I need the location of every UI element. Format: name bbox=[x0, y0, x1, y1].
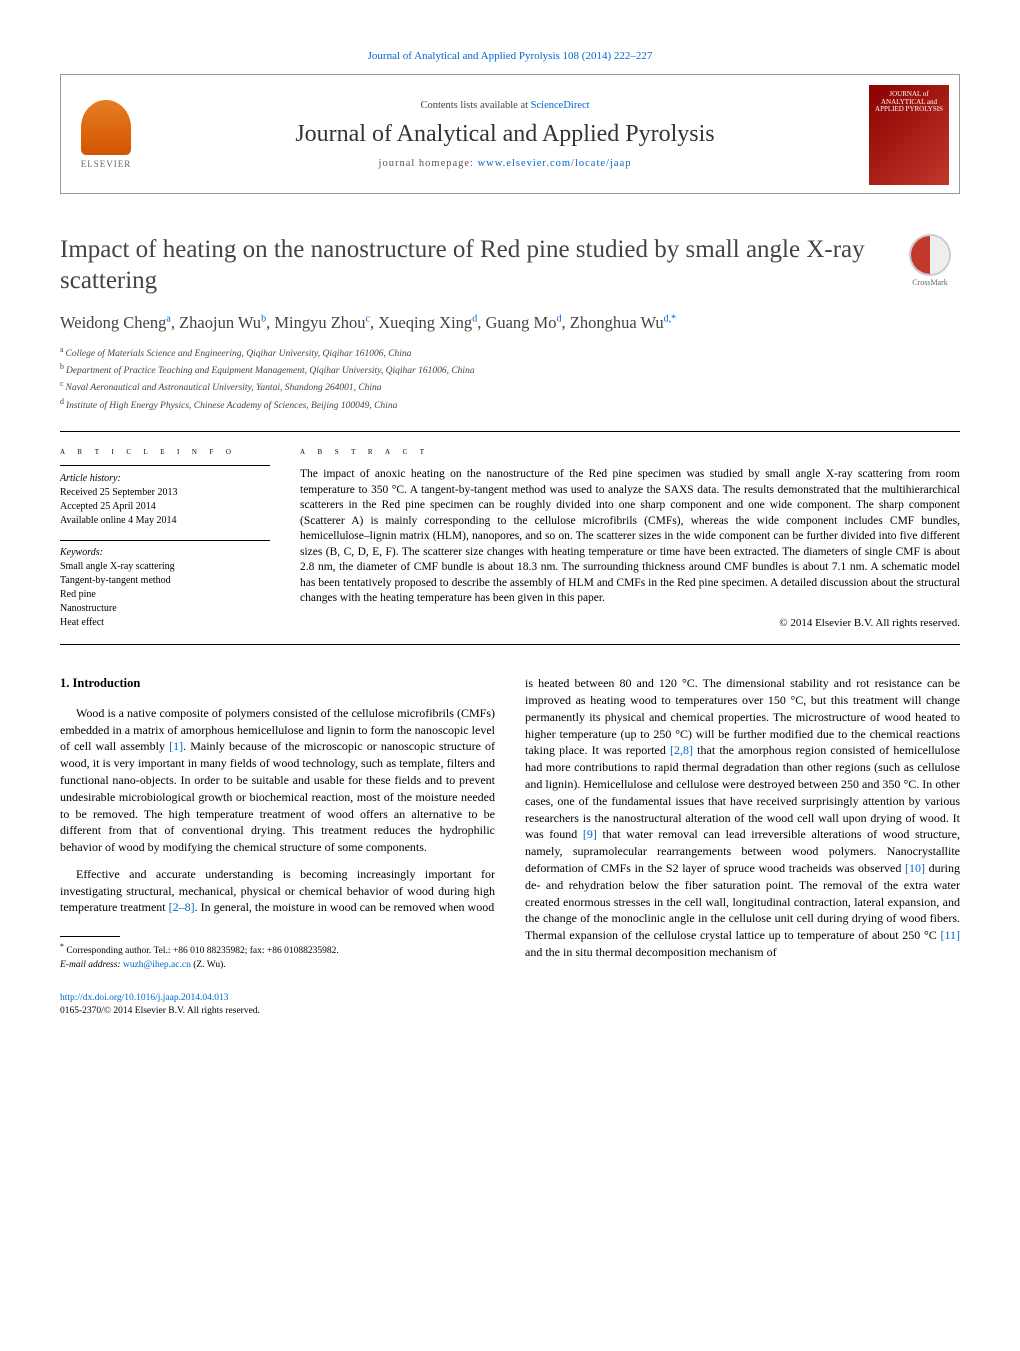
author: Zhonghua Wu bbox=[570, 313, 664, 332]
issn-copyright: 0165-2370/© 2014 Elsevier B.V. All right… bbox=[60, 1005, 960, 1018]
keyword: Heat effect bbox=[60, 616, 270, 630]
affiliation: b Department of Practice Teaching and Eq… bbox=[60, 361, 960, 378]
received-date: Received 25 September 2013 bbox=[60, 486, 270, 500]
section-number: 1. bbox=[60, 676, 69, 690]
keyword: Tangent-by-tangent method bbox=[60, 574, 270, 588]
journal-header: ELSEVIER Contents lists available at Sci… bbox=[60, 74, 960, 194]
author: Xueqing Xing bbox=[378, 313, 472, 332]
author: Weidong Cheng bbox=[60, 313, 166, 332]
contents-lists: Contents lists available at ScienceDirec… bbox=[420, 100, 589, 111]
journal-cover: JOURNAL of ANALYTICAL and APPLIED PYROLY… bbox=[869, 85, 949, 185]
section-title: Introduction bbox=[73, 676, 141, 690]
journal-homepage: journal homepage: www.elsevier.com/locat… bbox=[379, 158, 632, 169]
corresponding-author: Corresponding author. Tel.: +86 010 8823… bbox=[66, 946, 338, 956]
journal-cover-text: JOURNAL of ANALYTICAL and APPLIED PYROLY… bbox=[875, 91, 943, 114]
article-info: a r t i c l e i n f o Article history: R… bbox=[60, 446, 270, 630]
affiliation: c Naval Aeronautical and Astronautical U… bbox=[60, 378, 960, 395]
citation-ref[interactable]: [2,8] bbox=[670, 743, 693, 757]
crossmark-label: CrossMark bbox=[912, 278, 948, 287]
elsevier-tree-icon bbox=[81, 100, 131, 155]
elsevier-logo: ELSEVIER bbox=[61, 75, 151, 193]
journal-reference: Journal of Analytical and Applied Pyroly… bbox=[60, 50, 960, 62]
author: Zhaojun Wu bbox=[179, 313, 261, 332]
crossmark-badge[interactable]: CrossMark bbox=[900, 234, 960, 287]
column-left: 1. Introduction Wood is a native composi… bbox=[60, 675, 495, 972]
article-info-heading: a r t i c l e i n f o bbox=[60, 446, 270, 457]
header-center: Contents lists available at ScienceDirec… bbox=[151, 75, 859, 193]
author: Mingyu Zhou bbox=[274, 313, 365, 332]
email-name: (Z. Wu). bbox=[193, 960, 225, 970]
keywords-list: Small angle X-ray scatteringTangent-by-t… bbox=[60, 560, 270, 630]
divider bbox=[60, 540, 270, 541]
affiliation: a College of Materials Science and Engin… bbox=[60, 344, 960, 361]
section-heading: 1. Introduction bbox=[60, 675, 495, 693]
page-footer: http://dx.doi.org/10.1016/j.jaap.2014.04… bbox=[60, 992, 960, 1019]
copyright: © 2014 Elsevier B.V. All rights reserved… bbox=[300, 617, 960, 629]
author-affil-sup: d bbox=[472, 313, 477, 324]
homepage-link[interactable]: www.elsevier.com/locate/jaap bbox=[478, 158, 632, 169]
keyword: Nanostructure bbox=[60, 602, 270, 616]
divider bbox=[60, 431, 960, 432]
affiliation: d Institute of High Energy Physics, Chin… bbox=[60, 396, 960, 413]
author: Guang Mo bbox=[485, 313, 556, 332]
citation-ref[interactable]: [11] bbox=[940, 928, 960, 942]
citation-ref[interactable]: [1] bbox=[169, 739, 183, 753]
citation-ref[interactable]: [2–8] bbox=[169, 900, 195, 914]
citation-ref[interactable]: [9] bbox=[583, 827, 597, 841]
abstract: a b s t r a c t The impact of anoxic hea… bbox=[300, 446, 960, 630]
history-label: Article history: bbox=[60, 472, 270, 486]
corresponding-footnote: * Corresponding author. Tel.: +86 010 88… bbox=[60, 941, 495, 972]
paragraph: Wood is a native composite of polymers c… bbox=[60, 705, 495, 856]
abstract-text: The impact of anoxic heating on the nano… bbox=[300, 467, 960, 607]
online-date: Available online 4 May 2014 bbox=[60, 514, 270, 528]
sciencedirect-link[interactable]: ScienceDirect bbox=[531, 100, 590, 111]
citation-ref[interactable]: [10] bbox=[905, 861, 925, 875]
email-link[interactable]: wuzh@ihep.ac.cn bbox=[123, 960, 191, 970]
doi-link[interactable]: http://dx.doi.org/10.1016/j.jaap.2014.04… bbox=[60, 993, 228, 1003]
footnote-separator bbox=[60, 936, 120, 937]
author-affil-sup: a bbox=[166, 313, 170, 324]
accepted-date: Accepted 25 April 2014 bbox=[60, 500, 270, 514]
author-affil-sup: c bbox=[366, 313, 370, 324]
keyword: Red pine bbox=[60, 588, 270, 602]
contents-prefix: Contents lists available at bbox=[420, 100, 530, 111]
divider bbox=[60, 644, 960, 645]
divider bbox=[60, 465, 270, 466]
keyword: Small angle X-ray scattering bbox=[60, 560, 270, 574]
author-affil-sup: d,* bbox=[664, 313, 677, 324]
journal-title: Journal of Analytical and Applied Pyroly… bbox=[295, 121, 714, 148]
elsevier-text: ELSEVIER bbox=[81, 159, 132, 169]
paragraph: is heated between 80 and 120 °C. The dim… bbox=[525, 675, 960, 961]
author-affil-sup: b bbox=[261, 313, 266, 324]
authors: Weidong Chenga, Zhaojun Wub, Mingyu Zhou… bbox=[60, 311, 960, 334]
crossmark-icon bbox=[909, 234, 951, 276]
affiliations: a College of Materials Science and Engin… bbox=[60, 344, 960, 414]
abstract-heading: a b s t r a c t bbox=[300, 446, 960, 457]
keywords-label: Keywords: bbox=[60, 547, 270, 558]
homepage-prefix: journal homepage: bbox=[379, 158, 478, 169]
author-affil-sup: d bbox=[556, 313, 561, 324]
column-right: is heated between 80 and 120 °C. The dim… bbox=[525, 675, 960, 972]
email-label: E-mail address: bbox=[60, 960, 121, 970]
paragraph: Effective and accurate understanding is … bbox=[60, 866, 495, 916]
article-title: Impact of heating on the nanostructure o… bbox=[60, 234, 900, 297]
body-columns: 1. Introduction Wood is a native composi… bbox=[60, 675, 960, 972]
